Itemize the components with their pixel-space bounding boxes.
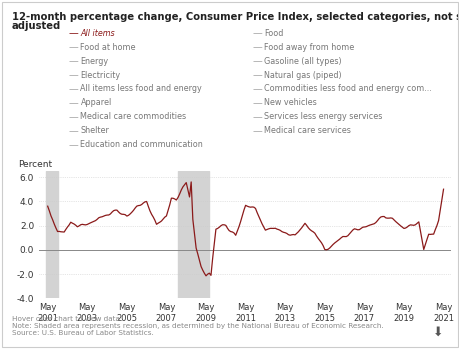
Text: Education and communication: Education and communication bbox=[80, 140, 203, 149]
Text: —: — bbox=[68, 42, 78, 52]
Text: Food away from home: Food away from home bbox=[264, 43, 354, 52]
Text: All items less food and energy: All items less food and energy bbox=[80, 84, 202, 94]
Text: Energy: Energy bbox=[80, 57, 108, 66]
Text: Shelter: Shelter bbox=[80, 126, 109, 135]
Bar bbox=[46, 171, 57, 298]
Text: —: — bbox=[68, 70, 78, 80]
Text: Percent: Percent bbox=[18, 159, 52, 169]
Text: —: — bbox=[252, 112, 262, 122]
Text: Natural gas (piped): Natural gas (piped) bbox=[264, 70, 341, 80]
Text: —: — bbox=[68, 98, 78, 108]
Text: Medical care services: Medical care services bbox=[264, 126, 351, 135]
Text: 12-month percentage change, Consumer Price Index, selected categories, not seaso: 12-month percentage change, Consumer Pri… bbox=[11, 12, 459, 22]
Text: ⬇: ⬇ bbox=[432, 326, 443, 339]
Text: Medical care commodities: Medical care commodities bbox=[80, 112, 186, 121]
Text: —: — bbox=[68, 112, 78, 122]
Text: Source: U.S. Bureau of Labor Statistics.: Source: U.S. Bureau of Labor Statistics. bbox=[11, 330, 153, 336]
Text: —: — bbox=[252, 28, 262, 38]
Text: —: — bbox=[252, 98, 262, 108]
Text: —: — bbox=[68, 84, 78, 94]
Text: Food: Food bbox=[264, 29, 283, 38]
Text: New vehicles: New vehicles bbox=[264, 98, 317, 107]
Text: —: — bbox=[252, 70, 262, 80]
Text: Services less energy services: Services less energy services bbox=[264, 112, 382, 121]
Text: —: — bbox=[68, 28, 78, 38]
Text: Gasoline (all types): Gasoline (all types) bbox=[264, 57, 341, 66]
Bar bbox=[178, 171, 209, 298]
Text: —: — bbox=[68, 56, 78, 66]
Text: —: — bbox=[252, 84, 262, 94]
Text: adjusted: adjusted bbox=[11, 21, 61, 31]
Text: —: — bbox=[252, 56, 262, 66]
Text: Hover over chart to view data.: Hover over chart to view data. bbox=[11, 316, 121, 322]
Text: —: — bbox=[252, 42, 262, 52]
Text: —: — bbox=[68, 126, 78, 136]
Text: —: — bbox=[68, 140, 78, 150]
Text: Commodities less food and energy com...: Commodities less food and energy com... bbox=[264, 84, 431, 94]
Text: Apparel: Apparel bbox=[80, 98, 112, 107]
Text: Electricity: Electricity bbox=[80, 70, 120, 80]
Text: All items: All items bbox=[80, 29, 115, 38]
Text: Note: Shaded area represents recession, as determined by the National Bureau of : Note: Shaded area represents recession, … bbox=[11, 323, 382, 329]
Text: Food at home: Food at home bbox=[80, 43, 136, 52]
Text: —: — bbox=[252, 126, 262, 136]
